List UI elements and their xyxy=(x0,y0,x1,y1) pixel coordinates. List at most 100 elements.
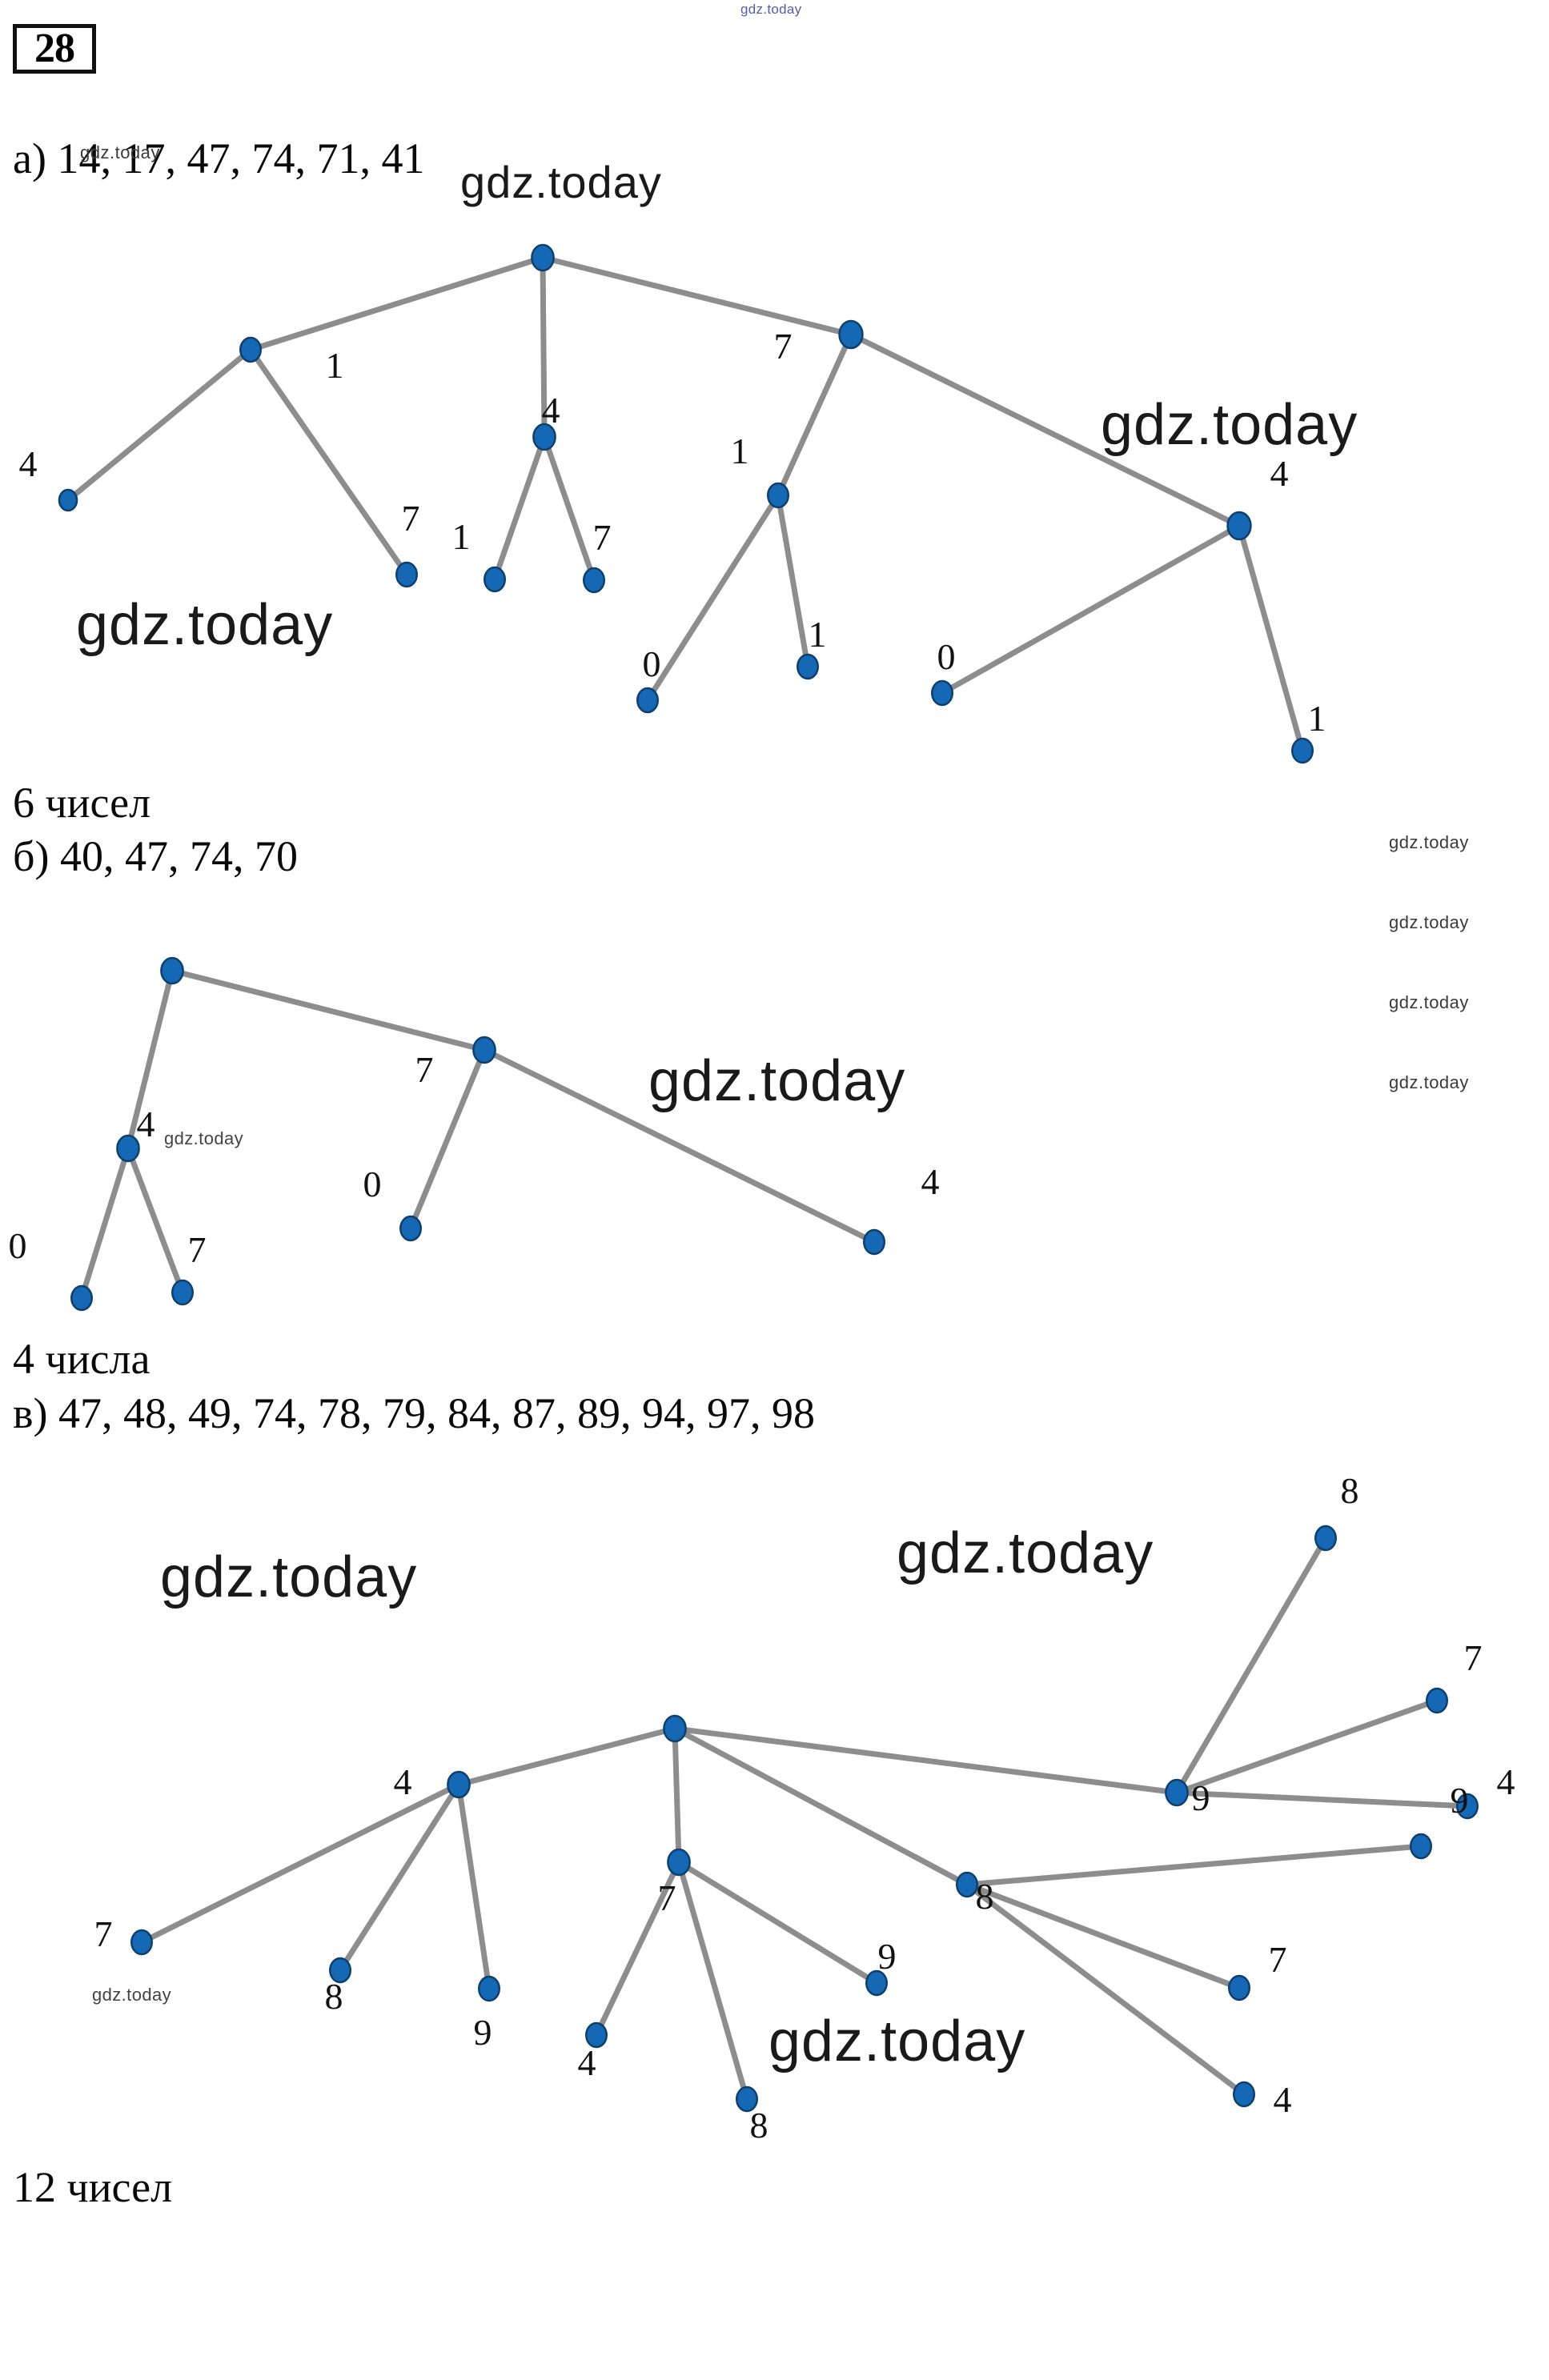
tree-edge xyxy=(1174,1535,1329,1796)
tree-node[interactable] xyxy=(667,1848,691,1877)
tree-node[interactable] xyxy=(532,423,556,451)
tree-edge xyxy=(964,1881,1242,1991)
tree-node-label: 8 xyxy=(325,1976,343,2017)
tree-edge xyxy=(672,1725,682,1865)
watermark-text: gdz.today xyxy=(1389,1072,1469,1092)
tree-node[interactable] xyxy=(1233,2081,1255,2108)
tree-node[interactable] xyxy=(585,2021,608,2049)
tree-edge xyxy=(138,1781,462,1945)
tree-node[interactable] xyxy=(531,243,555,272)
tree-diagram-b: 4 0 7 7 0 4 xyxy=(9,956,940,1312)
tree-edge xyxy=(78,1145,131,1301)
tree-node[interactable] xyxy=(1228,1974,1250,2001)
tree-node-label: 8 xyxy=(976,1876,994,1917)
tree-edge xyxy=(1174,1789,1471,1809)
tree-node-label: 9 xyxy=(1451,1780,1469,1821)
tree-node[interactable] xyxy=(329,1957,351,1984)
tree-edge xyxy=(455,1725,678,1788)
tree-node[interactable] xyxy=(1314,1525,1337,1552)
part-a-label: а) 14, 17, 47, 74, 71, 41 xyxy=(13,134,425,182)
tree-node-label: 7 xyxy=(1464,1637,1483,1678)
tree-node[interactable] xyxy=(1291,737,1314,764)
answer-b-label: 4 числа xyxy=(13,1335,150,1383)
tree-node[interactable] xyxy=(70,1284,93,1312)
tree-node-label: 4 xyxy=(394,1761,412,1802)
answer-a-label: 6 чисел xyxy=(13,779,151,827)
tree-edge xyxy=(247,347,410,578)
tree-node-label: 4 xyxy=(921,1161,940,1202)
tree-node-label: 7 xyxy=(94,1913,113,1954)
tree-node-label: 7 xyxy=(658,1877,676,1918)
tree-edge xyxy=(1174,1697,1440,1796)
tree-node-label: 7 xyxy=(188,1229,207,1270)
tree-node[interactable] xyxy=(1456,1793,1479,1820)
tree-edge xyxy=(644,492,781,703)
tree-node[interactable] xyxy=(484,566,506,593)
tree-node[interactable] xyxy=(767,482,789,509)
tree-node[interactable] xyxy=(447,1770,471,1799)
tree-node[interactable] xyxy=(736,2086,758,2113)
tree-node[interactable] xyxy=(130,1929,153,1956)
tree-node-label: 8 xyxy=(1341,1470,1359,1511)
tree-edge xyxy=(481,1047,877,1245)
tree-node[interactable] xyxy=(395,561,418,588)
tree-node-label: 0 xyxy=(363,1164,382,1204)
tree-node-label: 4 xyxy=(1270,453,1289,494)
tree-node-label: 4 xyxy=(1497,1761,1515,1802)
tree-node-label: 1 xyxy=(452,516,471,557)
tree-edge xyxy=(775,331,854,499)
tree-node[interactable] xyxy=(956,1871,978,1898)
tree-edge xyxy=(455,1781,492,1992)
tree-edge xyxy=(964,1881,1247,2098)
tree-node[interactable] xyxy=(1165,1778,1189,1807)
tree-edge xyxy=(676,1859,880,1986)
tree-node[interactable] xyxy=(58,488,78,512)
tree-node[interactable] xyxy=(838,319,864,350)
tree-node[interactable] xyxy=(1410,1833,1432,1860)
tree-edge xyxy=(125,1145,186,1296)
tree-edge xyxy=(848,331,1242,529)
tree-edge xyxy=(337,1781,462,1973)
tree-edge xyxy=(672,1725,1180,1796)
tree-node-label: 7 xyxy=(402,498,420,539)
tree-node[interactable] xyxy=(863,1228,885,1256)
tree-node[interactable] xyxy=(478,1975,500,2002)
tree-edge xyxy=(125,968,175,1152)
tree-node[interactable] xyxy=(239,336,262,363)
tree-node[interactable] xyxy=(1226,511,1252,541)
tree-node-label: 7 xyxy=(593,517,612,558)
tree-node-label: 7 xyxy=(1269,1939,1287,1980)
part-b-label: б) 40, 47, 74, 70 xyxy=(13,832,298,880)
tree-node[interactable] xyxy=(636,687,659,714)
tree-node[interactable] xyxy=(1426,1687,1448,1714)
tree-node-label: 4 xyxy=(578,2042,596,2083)
tree-edge xyxy=(964,1843,1424,1888)
tree-node[interactable] xyxy=(583,567,605,594)
tree-diagram-c: 4 7 8 9 7 4 8 9 9 8 7 4 8 9 7 4 xyxy=(94,1470,1515,2146)
tree-node-label: 1 xyxy=(731,431,749,471)
tree-node-label: 0 xyxy=(643,643,661,684)
tree-node-label: 9 xyxy=(1192,1777,1210,1818)
tree-edge xyxy=(65,347,254,503)
tree-node-label: 4 xyxy=(19,443,38,484)
tree-node-label: 4 xyxy=(542,390,560,431)
tree-node[interactable] xyxy=(171,1279,194,1306)
tree-edge xyxy=(593,1859,682,2038)
tree-node[interactable] xyxy=(797,653,819,680)
tree-node-label: 4 xyxy=(1274,2079,1292,2120)
tree-node-label: 0 xyxy=(9,1225,27,1266)
tree-node[interactable] xyxy=(116,1134,140,1163)
tree-edge xyxy=(540,254,548,440)
tree-node[interactable] xyxy=(472,1036,496,1064)
tree-edge xyxy=(541,434,597,583)
tree-edge xyxy=(939,523,1242,696)
tree-node[interactable] xyxy=(399,1215,422,1242)
tree-edge xyxy=(407,1047,488,1232)
tree-edge xyxy=(492,434,548,583)
tree-node[interactable] xyxy=(865,1969,888,1997)
tree-node[interactable] xyxy=(663,1714,687,1743)
tree-node[interactable] xyxy=(160,956,184,985)
tree-node[interactable] xyxy=(931,679,953,707)
watermark-text: gdz.today xyxy=(1389,832,1469,852)
